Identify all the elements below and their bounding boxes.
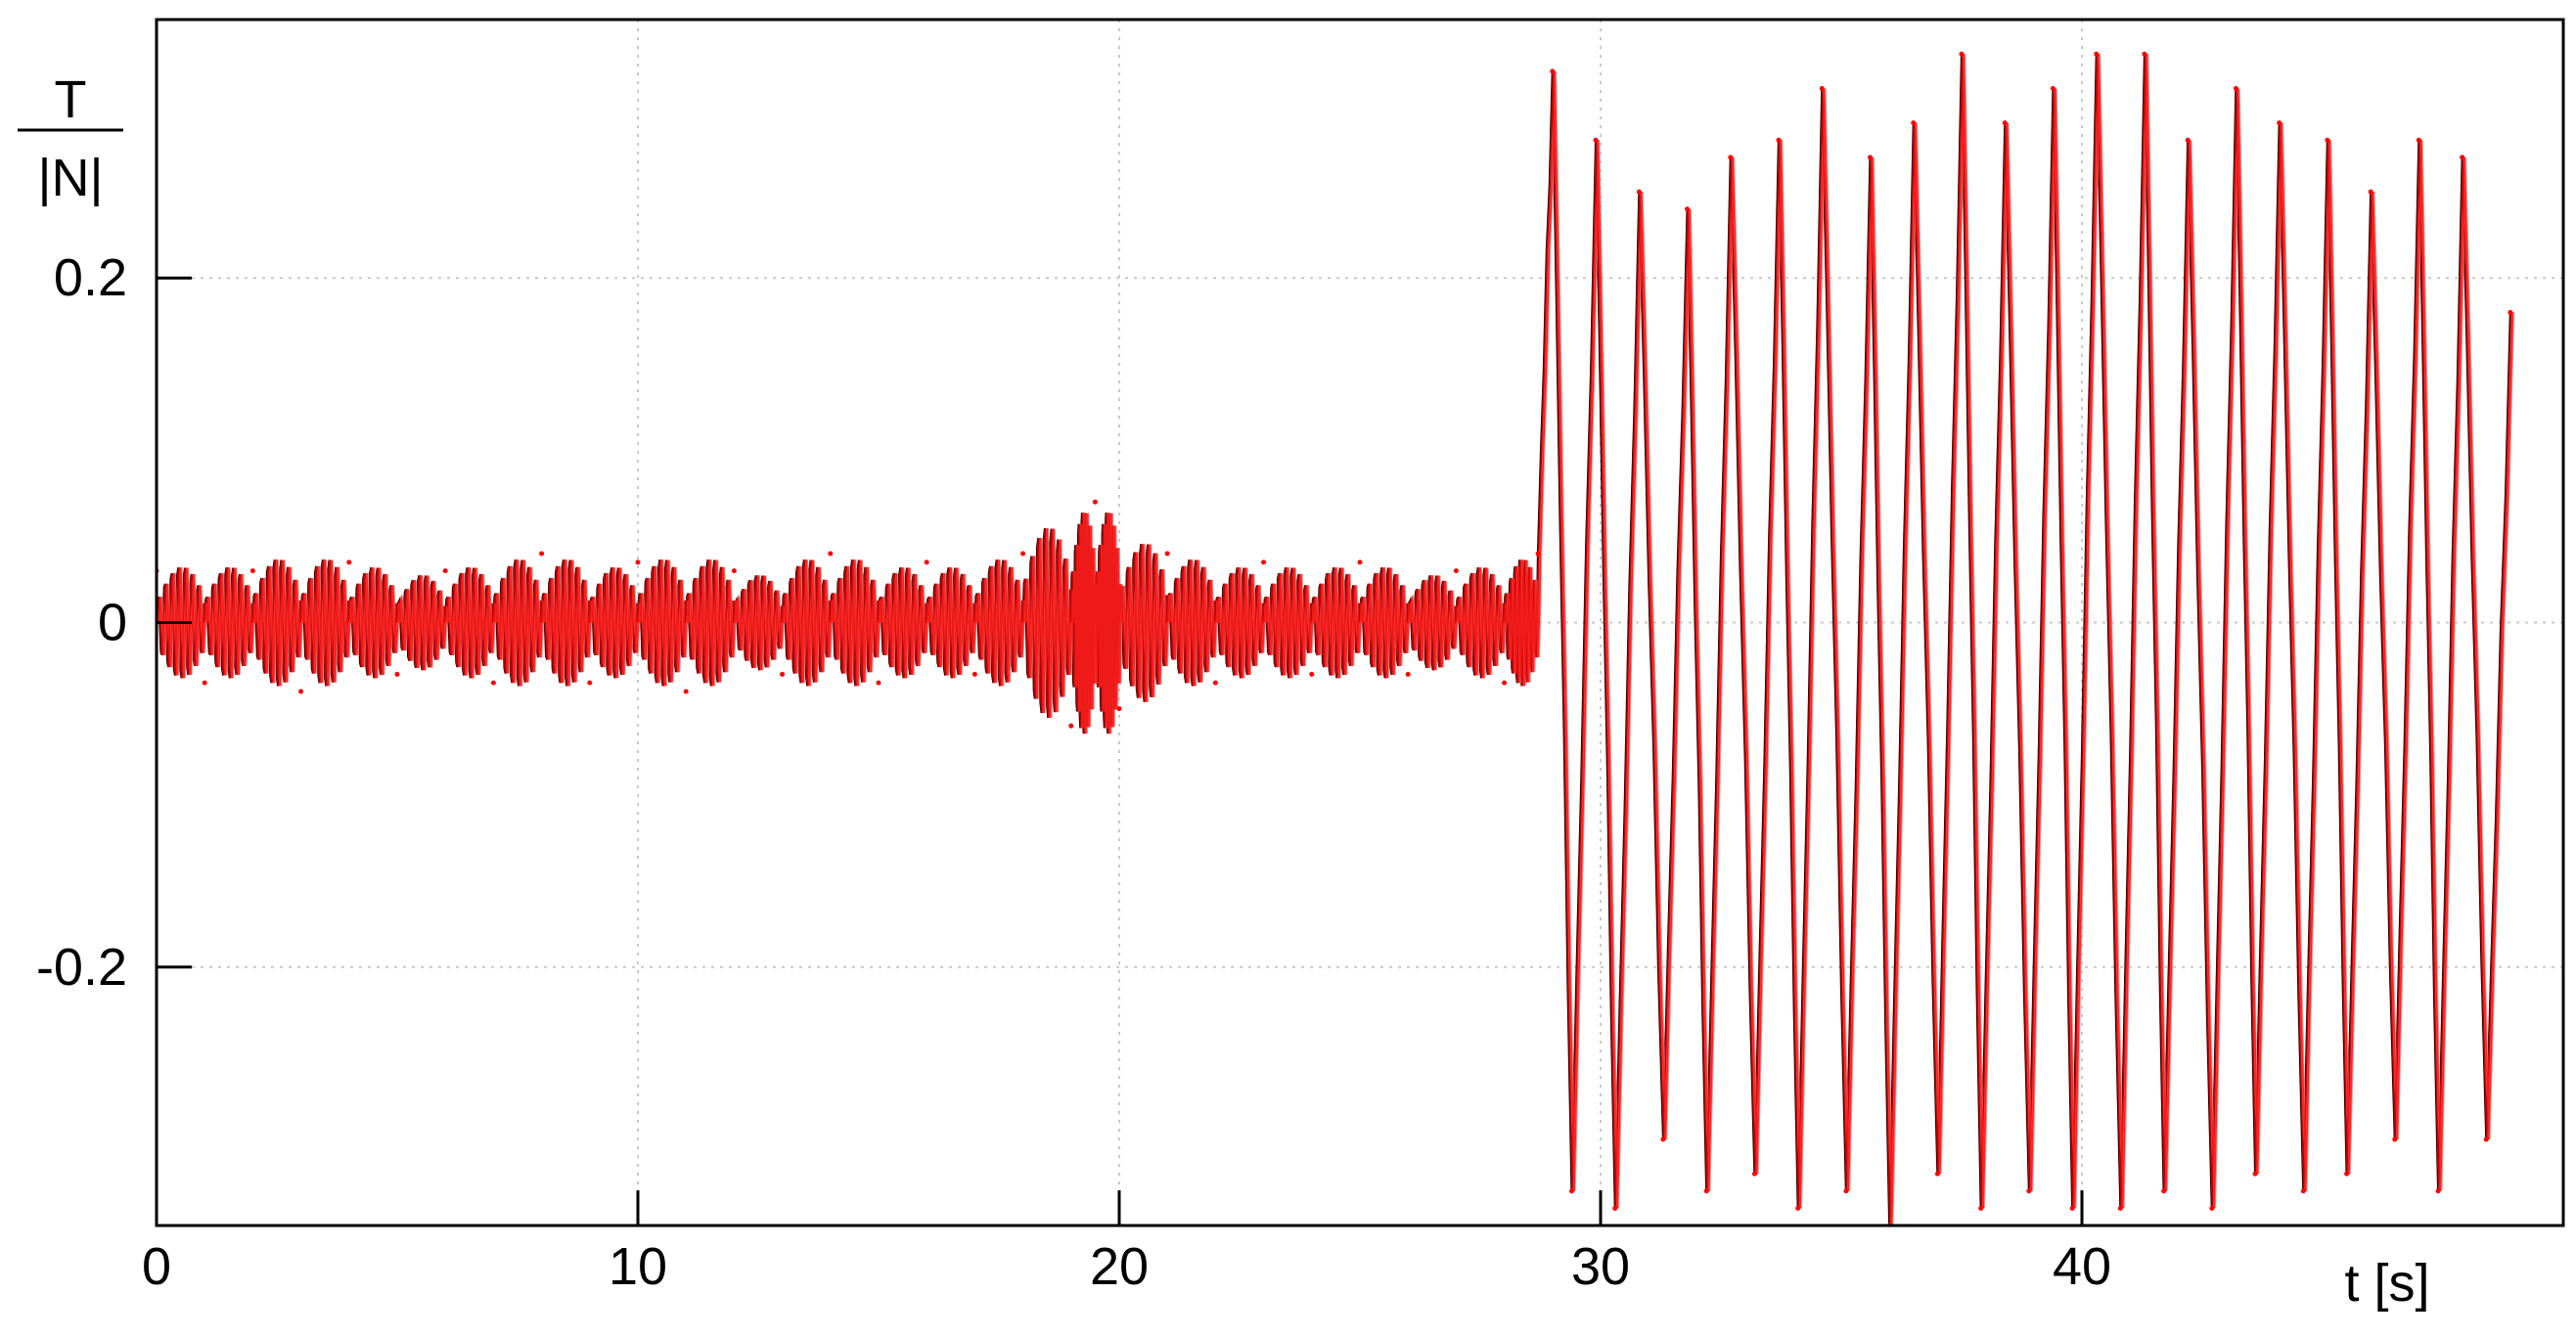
data-point [442,568,448,574]
data-point [731,568,737,574]
y-tick-label: -0.2 [36,938,127,997]
x-tick-label: 30 [1571,1237,1630,1296]
data-point [539,551,545,557]
data-point [1868,155,1874,160]
data-point [1660,1137,1666,1142]
data-point [2508,309,2513,315]
data-point [1959,51,1965,57]
data-point [2094,51,2100,57]
data-point [2209,1205,2215,1211]
data-point [1092,499,1098,505]
data-point [1911,120,1917,126]
data-point [828,551,834,557]
y-tick-label: 0 [98,594,127,652]
data-point [298,689,304,694]
data-point [1843,1188,1849,1194]
data-point [2142,51,2147,57]
x-axis-label: t [s] [2344,1254,2429,1313]
data-point [635,559,641,565]
data-point [394,671,400,677]
data-point [2026,1188,2032,1194]
data-point [876,680,881,686]
data-point [780,671,786,677]
data-point [2233,85,2238,91]
data-point [1309,671,1315,677]
data-point [972,671,977,677]
data-point [924,559,929,565]
data-point [1795,1205,1801,1211]
data-point [1978,1205,1984,1211]
series-red-trace [157,54,2514,1226]
data-point [1934,1171,1940,1177]
data-point [1453,568,1459,574]
x-tick-label: 40 [2053,1237,2111,1296]
data-point [2416,137,2421,143]
data-point [2483,1137,2489,1142]
data-point [2300,1188,2306,1194]
data-point [587,680,593,686]
data-point [683,689,689,694]
data-point [1728,155,1734,160]
y-tick-label: 0.2 [54,248,127,307]
y-axis-label-numerator: T [55,70,87,129]
x-tick-label: 0 [142,1237,171,1296]
y-axis-label-denominator: |N| [37,149,103,207]
x-tick-label: 10 [609,1237,667,1296]
data-point [346,559,352,565]
data-point [1405,671,1411,677]
data-point [2460,155,2465,160]
data-point [2117,1205,2123,1211]
data-point [1020,551,1026,557]
data-point [2002,120,2008,126]
data-point [490,680,496,686]
data-point [1703,1188,1709,1194]
data-point [2069,1205,2075,1211]
data-point [249,568,255,574]
data-point [2185,137,2191,143]
data-point [1502,680,1508,686]
data-point [2344,1171,2350,1177]
x-tick-label: 20 [1090,1237,1149,1296]
grid-layer [157,20,2563,1226]
data-point [1751,1171,1757,1177]
data-point [1612,1205,1618,1211]
data-point [2050,85,2056,91]
data-point [1593,137,1599,143]
data-point [2252,1171,2258,1177]
data-point [2277,120,2282,126]
data-point [2161,1188,2167,1194]
data-point [1776,137,1782,143]
data-point [1636,189,1642,195]
data-point [1068,723,1074,729]
data-point [2368,189,2373,195]
data-point [1550,68,1556,74]
data-point [202,680,207,686]
data-point [2392,1137,2398,1142]
data-point [1819,85,1825,91]
ticks-layer: 0 10 20 30 40 0.2 0 -0.2 [36,248,2111,1296]
data-point [1116,706,1122,712]
data-point [1164,551,1170,557]
signal-trace [157,51,2515,1226]
data-point [1568,1188,1574,1194]
data-point [1535,551,1541,557]
data-point [1261,559,1267,565]
data-point [1212,680,1218,686]
data-point [2435,1188,2441,1194]
data-point [1685,206,1691,212]
data-point [1357,559,1363,565]
data-point [2325,137,2330,143]
